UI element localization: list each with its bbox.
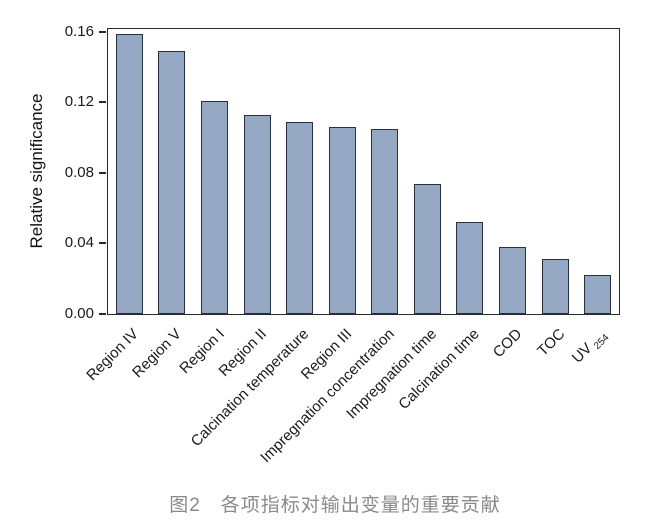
- bar: [200, 100, 228, 314]
- bar: [413, 183, 441, 314]
- bar: [499, 247, 527, 314]
- plot-area: 0.00 0.04 0.08 0.12 0.16 Region IV Region V Reg…: [65, 23, 620, 466]
- bar: [243, 114, 271, 314]
- bar: [286, 121, 314, 314]
- x-axis-label: TOC: [533, 325, 569, 360]
- x-axis-label: Region IV: [83, 325, 143, 385]
- bar: [584, 275, 612, 314]
- y-axis-tick-label: 0.04: [64, 234, 94, 252]
- x-axis-label: Calcination time: [395, 325, 483, 413]
- bar: [371, 128, 399, 314]
- bar: [541, 259, 569, 314]
- y-axis-tick-label: 0.08: [64, 163, 94, 181]
- figure-caption: 图2 各项指标对输出变量的重要贡献: [169, 495, 501, 516]
- y-axis-tick: [99, 30, 106, 33]
- y-axis-tick: [99, 171, 106, 174]
- y-axis-tick-label: 0.16: [64, 23, 94, 40]
- y-axis-title: Relative significance: [27, 93, 46, 249]
- bar: [115, 33, 143, 314]
- bar: [158, 51, 186, 314]
- y-axis-tick-label: 0.12: [64, 93, 94, 111]
- x-axis-label: UV254: [568, 332, 612, 367]
- y-axis-tick: [99, 242, 106, 245]
- y-axis-tick-label: 0.00: [64, 305, 94, 322]
- bar: [456, 222, 484, 314]
- x-axis-label: COD: [489, 325, 526, 362]
- bar: [328, 127, 356, 314]
- y-axis-tick: [99, 313, 106, 315]
- x-axis-label-subscript: 254: [592, 332, 612, 352]
- y-axis-tick: [99, 101, 106, 104]
